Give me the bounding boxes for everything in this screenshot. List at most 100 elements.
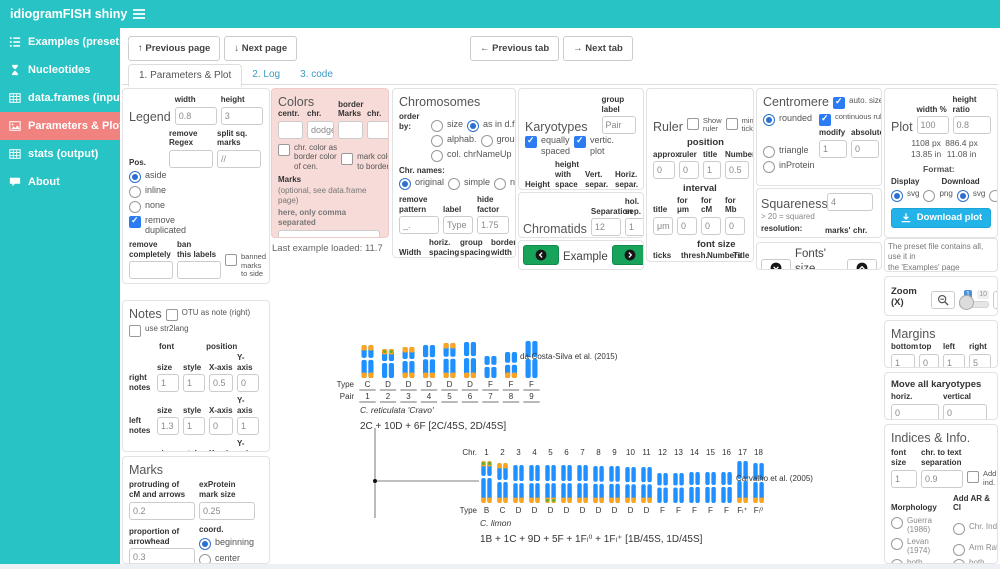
chr-index-radio[interactable]: Chr. Index (953, 522, 998, 535)
hol-sep-input[interactable]: 1 (625, 218, 644, 236)
for-m-input[interactable]: 0 (677, 217, 697, 235)
remove-duplicated-checkbox[interactable]: remove duplicated (129, 215, 186, 236)
vertic-plot-checkbox[interactable]: vertic. plot (574, 135, 614, 156)
alphab-radio[interactable]: alphab. (431, 134, 477, 147)
triangle-radio[interactable]: triangle (763, 145, 815, 158)
width-input[interactable]: 100 (917, 116, 949, 134)
previous-page-button[interactable]: ↑ Previous page (128, 36, 220, 61)
height-input[interactable]: 3 (221, 107, 263, 125)
center-radio[interactable]: center (199, 553, 240, 564)
fonts-smaller-button[interactable] (761, 259, 791, 270)
both-radio[interactable]: both (953, 558, 985, 565)
font-size-input[interactable]: 1 (891, 470, 917, 488)
zoom-x-slider[interactable]: 110 (959, 291, 989, 309)
protruding-of-cm-and-arrows-input[interactable]: 0.2 (129, 502, 195, 520)
size-input[interactable]: 1.3 (157, 417, 179, 435)
minor-ticks-checkbox[interactable]: minor ticks (726, 117, 754, 135)
col-chrnameup-radio[interactable]: col. chrNameUp (431, 149, 512, 162)
tab-log[interactable]: 2. Log (242, 64, 290, 87)
none-radio[interactable]: none (129, 200, 165, 213)
sidebar-item-parameters-plot[interactable]: Parameters & Plot (0, 112, 120, 140)
approx-input[interactable]: 0 (653, 161, 675, 179)
menu-icon[interactable] (132, 7, 146, 21)
marks-input[interactable]: 25 (825, 237, 849, 238)
both-radio[interactable]: both (891, 558, 949, 565)
continuous-ruler-checkbox[interactable]: continuous ruler (819, 113, 882, 126)
none-radio[interactable]: none (494, 177, 516, 190)
original-radio[interactable]: original (399, 177, 444, 190)
chr-input[interactable]: 50 (853, 237, 877, 238)
group-label-input[interactable]: Pair (602, 116, 636, 134)
size-input[interactable]: 1 (157, 374, 179, 392)
centr-input[interactable] (278, 121, 303, 139)
sidebar-item-nucleotides[interactable]: Nucleotides (0, 56, 120, 84)
tab-parameters-plot[interactable]: 1. Parameters & Plot (128, 64, 242, 87)
tab-code[interactable]: 3. code (290, 64, 343, 87)
zoom-in-button[interactable] (993, 291, 998, 309)
arm-ratio-radio[interactable]: Arm Ratio (953, 543, 998, 556)
use-str2lang-checkbox[interactable]: use str2lang (129, 324, 189, 337)
ban-this-labels-input[interactable] (177, 261, 221, 279)
x-axis-input[interactable]: 0 (209, 417, 233, 435)
remove-regex-input[interactable] (169, 150, 213, 168)
marks-colors-input[interactable] (278, 230, 380, 238)
group-radio[interactable]: group (481, 134, 516, 147)
png-radio[interactable]: png (923, 189, 952, 202)
left-input[interactable]: 1 (943, 354, 965, 368)
svg-radio[interactable]: svg (957, 189, 985, 202)
next-example-button[interactable] (612, 245, 644, 265)
marks-input[interactable] (338, 121, 363, 139)
otu-as-note-right-checkbox[interactable]: OTU as note (right) (166, 308, 250, 321)
split-sq-marks-input[interactable]: // (217, 150, 261, 168)
x-axis-input[interactable]: 0.5 (209, 374, 233, 392)
beginning-radio[interactable]: beginning (199, 537, 254, 550)
fonts-larger-button[interactable] (847, 259, 877, 270)
modify-input[interactable]: 1 (819, 140, 847, 158)
previous-tab-button[interactable]: ← Previous tab (470, 36, 559, 61)
show-ruler-checkbox[interactable]: Show ruler (687, 117, 722, 135)
numbers-input[interactable]: 0.5 (725, 161, 749, 179)
title-input[interactable]: μm (653, 217, 673, 235)
for-cm-input[interactable]: 0 (701, 217, 721, 235)
y-axis-input[interactable]: 0 (237, 374, 259, 392)
levan-1974-radio[interactable]: Levan (1974) (891, 537, 949, 556)
slider-handle[interactable] (959, 295, 974, 310)
sidebar-item-data-frames-input[interactable]: data.frames (input) (0, 84, 120, 112)
exprotein-mark-size-input[interactable]: 0.25 (199, 502, 255, 520)
height-ratio-input[interactable]: 0.8 (953, 116, 991, 134)
bottom-input[interactable]: 1 (891, 354, 915, 368)
separation-input[interactable]: 12 (591, 218, 621, 236)
horiz-input[interactable]: 0 (891, 404, 939, 420)
aside-radio[interactable]: aside (129, 170, 167, 183)
auto-size-checkbox[interactable]: auto. size (833, 96, 882, 109)
equally-spaced-checkbox[interactable]: equally spaced (525, 135, 570, 156)
hide-factor-input[interactable]: 1.75 (477, 216, 509, 234)
show-separ-checkbox[interactable]: Show separ. (523, 237, 561, 238)
chr-input[interactable] (367, 121, 389, 139)
png-radio[interactable]: png (989, 189, 998, 202)
rounded-radio[interactable]: rounded (763, 113, 815, 126)
svg-radio[interactable]: svg (891, 189, 919, 202)
vertical-input[interactable]: 0 (943, 404, 987, 420)
squareness-input[interactable]: 4 (827, 193, 873, 211)
sidebar-item-examples-presets[interactable]: Examples (presets) (0, 28, 120, 56)
remove-completely-input[interactable] (129, 261, 173, 279)
banned-marks-to-side-checkbox[interactable]: banned marks to side (225, 253, 266, 280)
style-input[interactable]: 1 (183, 374, 205, 392)
style-input[interactable]: 1 (183, 417, 205, 435)
chr-to-text-separation-input[interactable]: 0.9 (921, 470, 963, 488)
y-axis-input[interactable]: 1 (237, 417, 259, 435)
size-radio[interactable]: size (431, 119, 463, 132)
as-in-d-f-radio[interactable]: as in d.f. (467, 119, 516, 132)
sidebar-item-about[interactable]: About (0, 168, 120, 196)
for-mb-input[interactable]: 0 (725, 217, 745, 235)
zoom-out-button[interactable] (931, 291, 955, 309)
simple-radio[interactable]: simple (448, 177, 490, 190)
width-input[interactable]: 0.8 (175, 107, 217, 125)
next-page-button[interactable]: ↓ Next page (224, 36, 297, 61)
absolute-input[interactable]: 0 (851, 140, 879, 158)
top-input[interactable]: 0 (919, 354, 939, 368)
ruler-input[interactable]: 0 (679, 161, 699, 179)
title-input[interactable]: 1 (703, 161, 721, 179)
label-input[interactable]: Type (443, 216, 473, 234)
